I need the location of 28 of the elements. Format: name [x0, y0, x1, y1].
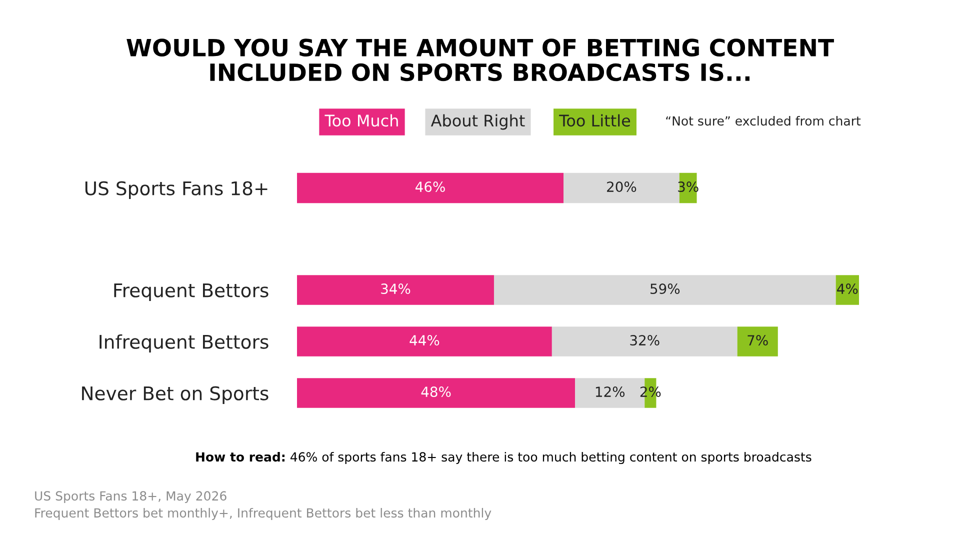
- bar: [297, 326, 552, 356]
- y-tick-label: Never Bet on Sports: [82, 386, 268, 404]
- data-label: 4%: [837, 284, 858, 294]
- data-label: 7%: [748, 335, 768, 346]
- data-label: 34%: [381, 284, 410, 294]
- bar: [297, 275, 494, 305]
- text: Too Much: [324, 114, 398, 127]
- data-label: 48%: [421, 386, 451, 398]
- data-label: 20%: [607, 182, 636, 192]
- bar: [552, 326, 738, 356]
- data-label: 12%: [596, 386, 625, 398]
- text: “Not sure” excluded from chart: [666, 116, 861, 126]
- text: US Sports Fans 18+, May 2026: [35, 491, 226, 504]
- y-tick-label: US Sports Fans 18+: [85, 181, 268, 200]
- data-label: 32%: [630, 335, 660, 346]
- text: About Right: [430, 114, 525, 130]
- chart-title: WOULD YOU SAY THE AMOUNT OF BETTING CONTENT INCLUDED ON SPORTS BROADCASTS IS...: [126, 38, 834, 82]
- data-label: 46%: [416, 182, 445, 192]
- y-tick-label: Infrequent Bettors: [100, 334, 268, 353]
- bar: [737, 326, 778, 356]
- text: Frequent Bettors bet monthly+, Infrequent Bettors bet less than monthly: [35, 508, 492, 520]
- text: Too Little: [559, 114, 630, 127]
- data-label: 59%: [650, 284, 680, 294]
- bar: [494, 275, 836, 305]
- bar: [297, 378, 576, 408]
- text: How to read: 46% of sports fans 18+ say there is too much betting content on sports broadcasts: [196, 452, 812, 464]
- data-label: 44%: [410, 335, 440, 346]
- y-tick-label: Frequent Bettors: [114, 283, 268, 302]
